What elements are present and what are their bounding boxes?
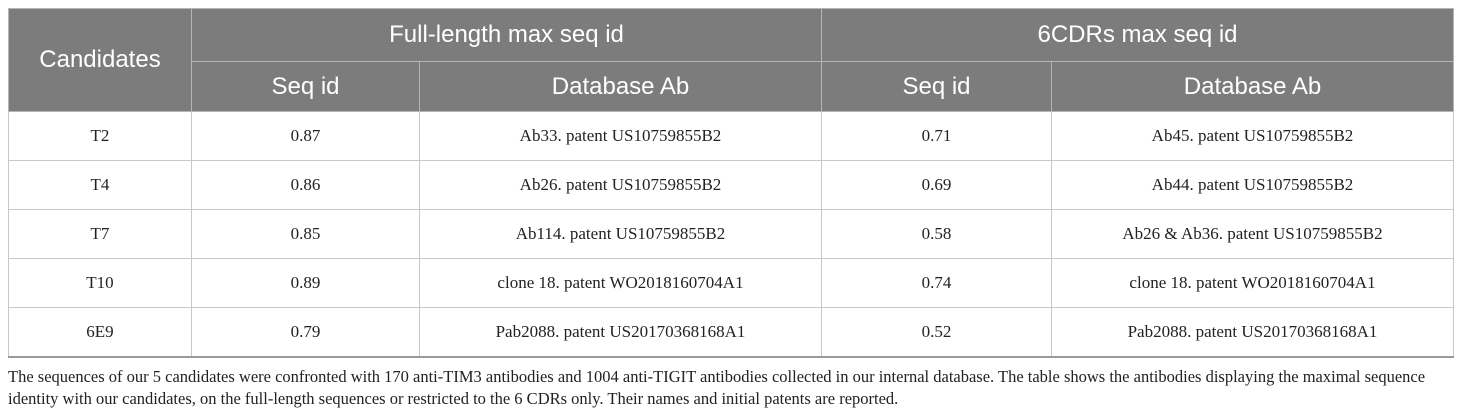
cell-cdr-db-ab: Ab26 & Ab36. patent US10759855B2 — [1051, 209, 1454, 259]
header-row-2: Seq id Database Ab Seq id Database Ab — [9, 61, 1454, 112]
cell-cdr-db-ab: Ab45. patent US10759855B2 — [1051, 111, 1454, 161]
header-six-cdrs: 6CDRs max seq id — [821, 8, 1454, 62]
cell-fl-seq-id: 0.89 — [191, 258, 420, 308]
antibody-identity-table: Candidates Full-length max seq id 6CDRs … — [8, 8, 1454, 358]
table-row: T7 0.85 Ab114. patent US10759855B2 0.58 … — [8, 209, 1454, 259]
table-row: T4 0.86 Ab26. patent US10759855B2 0.69 A… — [8, 160, 1454, 210]
cell-cdr-seq-id: 0.74 — [821, 258, 1052, 308]
cell-fl-seq-id: 0.85 — [191, 209, 420, 259]
table-figure: Candidates Full-length max seq id 6CDRs … — [8, 8, 1454, 410]
cell-cdr-seq-id: 0.69 — [821, 160, 1052, 210]
cell-fl-db-ab: Pab2088. patent US20170368168A1 — [419, 307, 822, 358]
cell-fl-db-ab: clone 18. patent WO2018160704A1 — [419, 258, 822, 308]
cell-fl-db-ab: Ab26. patent US10759855B2 — [419, 160, 822, 210]
header-candidates: Candidates — [8, 8, 192, 112]
cell-cdr-seq-id: 0.58 — [821, 209, 1052, 259]
cell-candidate: T4 — [8, 160, 192, 210]
table-row: T2 0.87 Ab33. patent US10759855B2 0.71 A… — [8, 111, 1454, 161]
table-caption: The sequences of our 5 candidates were c… — [8, 367, 1426, 408]
cell-fl-seq-id: 0.87 — [191, 111, 420, 161]
cell-candidate: T10 — [8, 258, 192, 308]
cell-fl-seq-id: 0.79 — [191, 307, 420, 358]
cell-candidate: 6E9 — [8, 307, 192, 358]
cell-candidate: T7 — [8, 209, 192, 259]
table-row: 6E9 0.79 Pab2088. patent US20170368168A1… — [8, 307, 1454, 358]
cell-cdr-seq-id: 0.52 — [821, 307, 1052, 358]
cell-fl-db-ab: Ab114. patent US10759855B2 — [419, 209, 822, 259]
header-seq-id-full: Seq id — [191, 61, 420, 112]
header-seq-id-cdrs: Seq id — [821, 61, 1052, 112]
cell-cdr-db-ab: Ab44. patent US10759855B2 — [1051, 160, 1454, 210]
header-full-length: Full-length max seq id — [191, 8, 822, 62]
table-row: T10 0.89 clone 18. patent WO2018160704A1… — [8, 258, 1454, 308]
table-body: T2 0.87 Ab33. patent US10759855B2 0.71 A… — [8, 111, 1454, 358]
header-database-ab-full: Database Ab — [419, 61, 822, 112]
header-row-1: Candidates Full-length max seq id 6CDRs … — [8, 8, 1454, 112]
table-header: Candidates Full-length max seq id 6CDRs … — [8, 8, 1454, 112]
cell-fl-db-ab: Ab33. patent US10759855B2 — [419, 111, 822, 161]
cell-fl-seq-id: 0.86 — [191, 160, 420, 210]
header-database-ab-cdrs: Database Ab — [1051, 61, 1454, 112]
cell-cdr-seq-id: 0.71 — [821, 111, 1052, 161]
cell-cdr-db-ab: Pab2088. patent US20170368168A1 — [1051, 307, 1454, 358]
cell-candidate: T2 — [8, 111, 192, 161]
cell-cdr-db-ab: clone 18. patent WO2018160704A1 — [1051, 258, 1454, 308]
